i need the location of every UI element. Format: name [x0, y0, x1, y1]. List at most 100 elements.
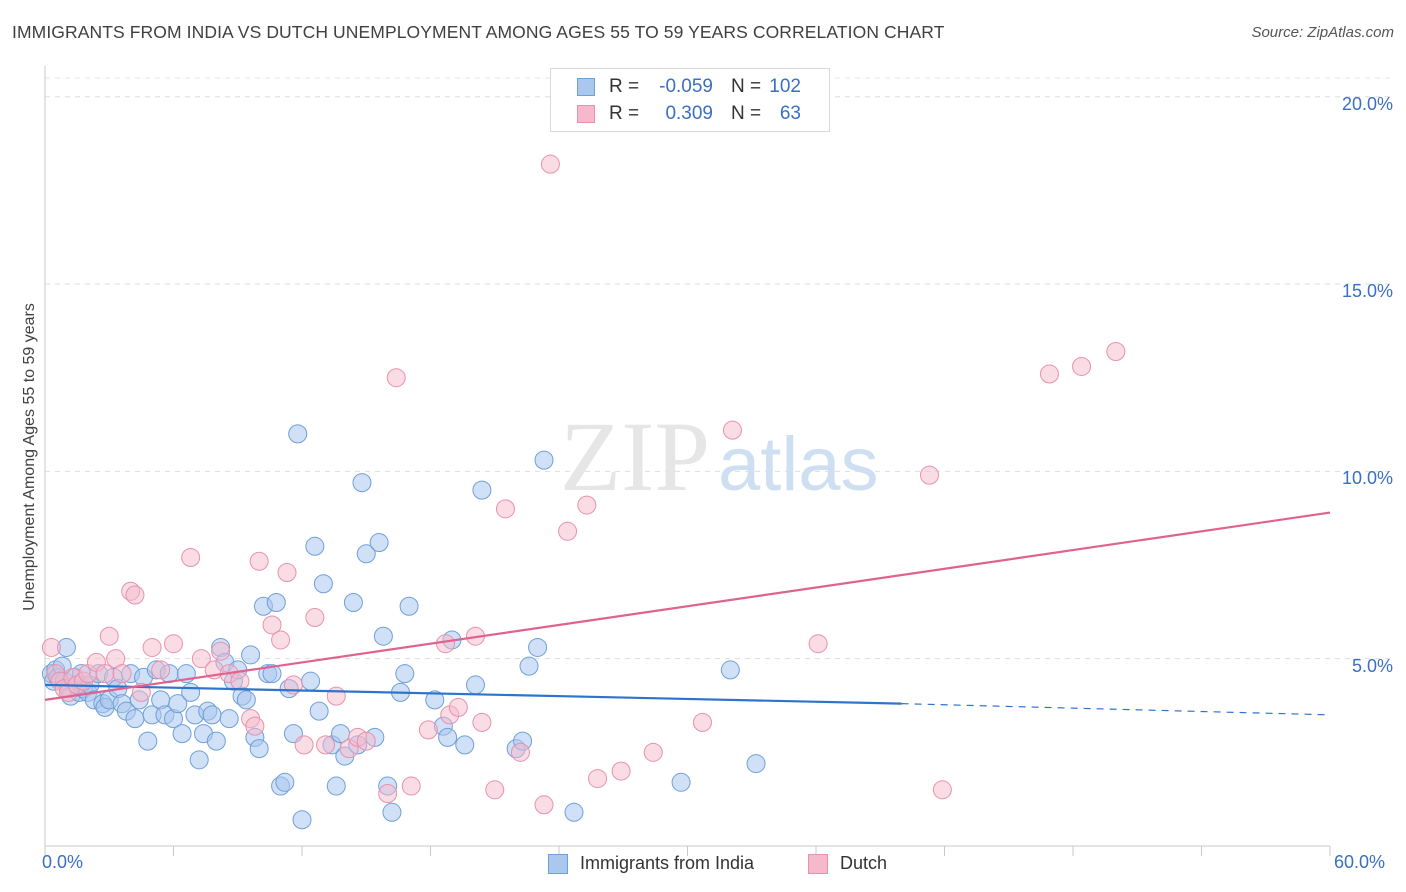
india-point [425, 690, 445, 710]
dutch-point [378, 784, 398, 804]
dutch-point [95, 664, 115, 684]
dutch-point [643, 742, 663, 762]
dutch-points [41, 154, 1126, 815]
dutch-point [142, 637, 162, 657]
india-point [202, 705, 222, 725]
dutch-point [125, 585, 145, 605]
watermark: ZIP atlas [560, 401, 879, 512]
dutch-point [211, 641, 231, 661]
india-point [266, 592, 286, 612]
dutch-point [588, 769, 608, 789]
n-value: 63 [779, 103, 801, 124]
dutch-point [808, 634, 828, 654]
chart-source: Source: ZipAtlas.com [1251, 24, 1394, 41]
axes [44, 66, 1331, 856]
india-point [309, 701, 329, 721]
r-label: R = [609, 103, 640, 124]
dutch-point [485, 780, 505, 800]
dutch-swatch [577, 105, 595, 123]
dutch-point [540, 154, 560, 174]
india-point [564, 802, 584, 822]
dutch-point [401, 776, 421, 796]
dutch-point [534, 795, 554, 815]
india-point [125, 709, 145, 729]
dutch-point [249, 551, 269, 571]
dutch-point [558, 521, 578, 541]
y-tick-label: 5.0% [1351, 655, 1393, 676]
x-tick-label-max: 60.0% [1334, 852, 1386, 872]
india-point [172, 724, 192, 744]
india-point [343, 592, 363, 612]
dutch-point [294, 735, 314, 755]
india-point [356, 544, 376, 564]
india-point [534, 450, 554, 470]
stats-row-dutch: R = 0.309 N = 63 [551, 101, 829, 127]
dutch-point [435, 634, 455, 654]
grid [45, 77, 1394, 660]
watermark-atlas: atlas [718, 422, 879, 507]
dutch-point [577, 495, 597, 515]
dutch-point [271, 630, 291, 650]
legend-label-dutch: Dutch [840, 853, 888, 873]
india-point [399, 596, 419, 616]
dutch-point [277, 563, 297, 583]
dutch-point [262, 615, 282, 635]
dutch-point [326, 686, 346, 706]
india-point [301, 671, 321, 691]
r-label: R = [609, 76, 640, 97]
dutch-point [692, 712, 712, 732]
india-point [206, 731, 226, 751]
india-point [395, 664, 415, 684]
y-tick-label: 10.0% [1341, 468, 1393, 489]
chart-title: IMMIGRANTS FROM INDIA VS DUTCH UNEMPLOYM… [12, 22, 945, 42]
india-point [465, 675, 485, 695]
dutch-point [386, 368, 406, 388]
india-point [249, 739, 269, 759]
india-point [262, 664, 282, 684]
dutch-point [151, 660, 171, 680]
trendlines [44, 511, 1331, 716]
india-point [236, 690, 256, 710]
dutch-point [112, 664, 132, 684]
dutch-point [1072, 356, 1092, 376]
dutch-point [1106, 341, 1126, 361]
dutch-point [356, 731, 376, 751]
dutch-point [305, 607, 325, 627]
dutch-point [99, 626, 119, 646]
india-point [671, 772, 691, 792]
n-label: N = [731, 76, 762, 97]
legend-label-india: Immigrants from India [580, 853, 755, 873]
y-tick-label: 20.0% [1341, 93, 1393, 114]
dutch-point [448, 697, 468, 717]
india-point [219, 709, 239, 729]
dutch-point [191, 649, 211, 669]
dutch-point [1039, 364, 1059, 384]
india-trendline [44, 683, 902, 705]
india-point [305, 536, 325, 556]
india-point [369, 533, 389, 553]
dutch-point [181, 548, 201, 568]
india-point [382, 802, 402, 822]
dutch-point [418, 720, 438, 740]
india-point [352, 473, 372, 493]
dutch-point [472, 712, 492, 732]
r-value: -0.059 [659, 76, 713, 97]
india-point [168, 694, 188, 714]
r-value: 0.309 [665, 103, 713, 124]
india-point [189, 750, 209, 770]
india-point [528, 637, 548, 657]
stats-row-india: R = -0.059 N = 102 [551, 74, 829, 100]
dutch-point [245, 716, 265, 736]
india-point [292, 810, 312, 830]
india-point [275, 772, 295, 792]
india-point [313, 574, 333, 594]
dutch-legend-swatch [808, 854, 828, 874]
india-point [519, 656, 539, 676]
india-point [288, 424, 308, 444]
x-tick-label-min: 0.0% [42, 852, 84, 872]
india-swatch [577, 78, 595, 96]
india-trendline-extension [901, 703, 1331, 716]
y-tick-label: 15.0% [1341, 281, 1393, 302]
india-point [720, 660, 740, 680]
